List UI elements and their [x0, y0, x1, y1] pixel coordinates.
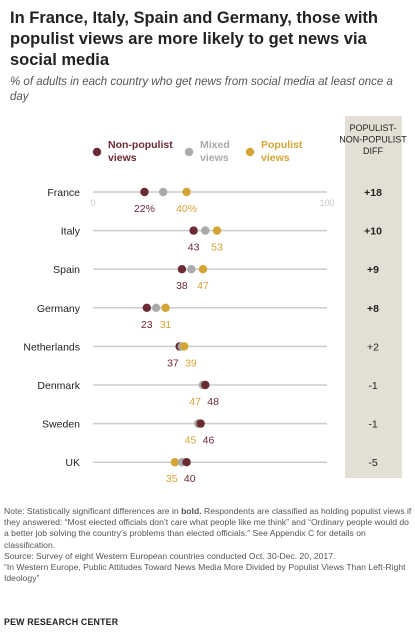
value-label-non-populist: 48: [207, 396, 219, 408]
diff-header: NON-POPULIST: [339, 135, 407, 145]
value-label-populist: 47: [197, 280, 209, 292]
diff-value: +8: [367, 303, 379, 315]
diff-value: +18: [364, 187, 382, 199]
dot-non-populist: [201, 380, 210, 390]
country-label: Italy: [61, 226, 81, 238]
pew-logo-text: PEW RESEARCH CENTER: [4, 617, 119, 627]
value-label-populist: 35: [166, 473, 178, 485]
country-label: France: [47, 187, 80, 199]
legend-non-populist-label: views: [108, 152, 137, 164]
chart-notes: Note: Statistically significant differen…: [4, 506, 412, 584]
value-label-populist: 47: [189, 396, 201, 408]
chart-subtitle: % of adults in each country who get news…: [10, 76, 393, 103]
country-label: Spain: [53, 264, 80, 276]
diff-value: +10: [364, 226, 382, 238]
value-label-populist: 45: [185, 435, 197, 447]
value-label-non-populist: 43: [188, 242, 200, 254]
country-label: Sweden: [42, 419, 80, 431]
dot-non-populist: [196, 419, 205, 428]
value-label-populist: 53: [211, 242, 223, 254]
country-label: Germany: [37, 303, 81, 315]
legend-populist-dot: [245, 147, 255, 157]
dot-plot-chart: Non-populistviewsMixedviewsPopulistviews…: [23, 123, 407, 485]
report-title: “In Western Europe, Public Attitudes Tow…: [4, 562, 406, 584]
value-label-non-populist: 40: [184, 473, 196, 485]
diff-value: -5: [368, 457, 377, 469]
diff-column-background: [345, 116, 402, 478]
legend-populist-label: views: [261, 152, 290, 164]
diff-header: DIFF: [363, 146, 383, 156]
dot-non-populist: [140, 187, 149, 197]
dot-non-populist: [189, 226, 198, 235]
value-label-non-populist: 22%: [134, 203, 155, 215]
dot-mixed: [187, 265, 196, 274]
value-label-non-populist: 46: [203, 435, 215, 447]
note-rest: Respondents are classified as holding po…: [4, 506, 412, 550]
note-bold: bold.: [181, 506, 202, 516]
legend-non-populist-label: Non-populist: [108, 139, 173, 151]
diff-value: +9: [367, 264, 379, 276]
legend-mixed-label: Mixed: [200, 139, 230, 151]
legend-mixed-label: views: [200, 152, 229, 164]
dot-mixed: [159, 187, 168, 197]
diff-value: -1: [368, 419, 377, 431]
dot-mixed: [151, 303, 161, 312]
dot-populist: [198, 265, 208, 274]
diff-value: +2: [367, 341, 379, 353]
diff-value: -1: [368, 380, 377, 392]
dot-populist: [180, 342, 189, 351]
country-label: Denmark: [37, 380, 80, 392]
value-label-non-populist: 37: [167, 357, 179, 369]
dot-populist: [212, 226, 222, 235]
dot-non-populist: [142, 303, 152, 312]
legend-non-populist-dot: [92, 147, 102, 157]
dot-populist: [182, 187, 191, 197]
dot-non-populist: [177, 265, 187, 274]
value-label-populist: 40%: [176, 203, 197, 215]
legend-populist-label: Populist: [261, 139, 303, 151]
source-text: Source: Survey of eight Western European…: [4, 550, 336, 561]
value-label-non-populist: 38: [176, 280, 188, 292]
country-label: UK: [65, 457, 80, 469]
x-tick-label: 100: [319, 198, 334, 208]
note-prefix: Note: Statistically significant differen…: [4, 506, 182, 516]
x-tick-label: 0: [90, 198, 95, 208]
dot-populist: [161, 303, 170, 312]
value-label-populist: 31: [160, 319, 172, 331]
legend-mixed-dot: [184, 147, 194, 157]
chart-title: In France, Italy, Spain and Germany, tho…: [10, 9, 378, 69]
note-text: Note: Statistically significant differen…: [4, 506, 412, 551]
value-label-populist: 39: [185, 357, 197, 369]
diff-header: POPULIST-: [349, 123, 396, 133]
dot-mixed: [201, 226, 210, 235]
dot-non-populist: [182, 458, 191, 467]
country-label: Netherlands: [23, 341, 80, 353]
value-label-non-populist: 23: [141, 319, 153, 331]
dot-populist: [170, 458, 180, 467]
